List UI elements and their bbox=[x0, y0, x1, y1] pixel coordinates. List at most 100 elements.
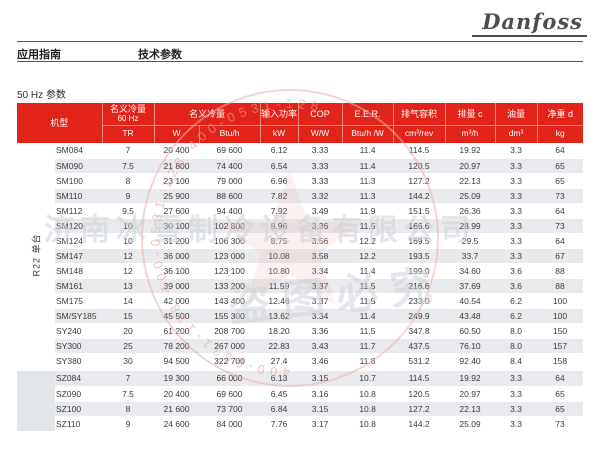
header-capacity-60hz: 名义冷量 60 Hz bbox=[101, 103, 155, 125]
value-cell: 10.8 bbox=[342, 386, 394, 402]
application-guide-label: 应用指南 bbox=[17, 49, 61, 61]
table-row: SM120 10 30 100 102 800 8.96 3.36 11.5 166.6 28.… bbox=[17, 218, 584, 234]
header-capacity: 名义冷量 bbox=[153, 103, 261, 125]
value-cell: 64 bbox=[537, 143, 584, 159]
header-cop: COP bbox=[297, 103, 343, 125]
value-cell: 39 000 bbox=[154, 278, 200, 294]
value-cell: 3.56 bbox=[298, 233, 343, 249]
model-cell: SZ084 bbox=[55, 371, 103, 387]
table-row: SM090 7.5 21 800 74 400 6.54 3.33 11.4 120.5 20.… bbox=[17, 158, 584, 174]
model-cell: SY240 bbox=[55, 323, 103, 339]
value-cell: 94 500 bbox=[154, 353, 200, 369]
value-cell: 65 bbox=[537, 401, 584, 417]
value-cell: 73 bbox=[537, 416, 584, 432]
table-row: SZ110 9 24 600 84 000 7.76 3.17 10.8 144.2 25.09… bbox=[17, 416, 584, 432]
group-label-sz bbox=[17, 371, 55, 432]
model-cell: SM/SY185 bbox=[55, 308, 103, 324]
value-cell: 67 bbox=[537, 248, 584, 264]
value-cell: 123 000 bbox=[199, 248, 261, 264]
value-cell: 120.5 bbox=[393, 158, 446, 174]
value-cell: 166.6 bbox=[393, 218, 446, 234]
value-cell: 28.99 bbox=[445, 218, 496, 234]
value-cell: 6.54 bbox=[260, 158, 299, 174]
table-row: SZ100 8 21 600 73 700 6.84 3.15 10.8 127.2 22.13… bbox=[17, 401, 584, 417]
model-cell: SM124 bbox=[55, 233, 103, 249]
table-row: SM/SY185 15 45 500 155 300 13.62 3.34 11.4 249.… bbox=[17, 308, 584, 324]
value-cell: 30 bbox=[102, 353, 155, 369]
section-title: 50 Hz 参数 bbox=[17, 90, 66, 101]
value-cell: 3.46 bbox=[298, 353, 343, 369]
value-cell: 64 bbox=[537, 203, 584, 219]
value-cell: 199.0 bbox=[393, 263, 446, 279]
value-cell: 3.15 bbox=[298, 401, 343, 417]
value-cell: 208 700 bbox=[199, 323, 261, 339]
value-cell: 3.43 bbox=[298, 338, 343, 354]
value-cell: 19.92 bbox=[445, 143, 496, 159]
value-cell: 100 bbox=[537, 308, 584, 324]
value-cell: 100 bbox=[537, 293, 584, 309]
value-cell: 6.45 bbox=[260, 386, 299, 402]
table-row: SY240 20 61 200 208 700 18.20 3.36 11.5 347.8 60… bbox=[17, 323, 584, 339]
value-cell: 106 300 bbox=[199, 233, 261, 249]
group-label-r22: R22 单台 bbox=[17, 143, 55, 369]
value-cell: 3.37 bbox=[298, 278, 343, 294]
value-cell: 65 bbox=[537, 158, 584, 174]
value-cell: 7.5 bbox=[102, 158, 155, 174]
value-cell: 7 bbox=[102, 143, 155, 159]
unit-m3h: m³/h bbox=[444, 124, 496, 143]
model-cell: SM147 bbox=[55, 248, 103, 264]
table-row: SY380 30 94 500 322 700 27.4 3.46 11.8 531.2 92.… bbox=[17, 353, 584, 369]
value-cell: 43.48 bbox=[445, 308, 496, 324]
value-cell: 13 bbox=[102, 278, 155, 294]
value-cell: 31 200 bbox=[154, 233, 200, 249]
model-cell: SM100 bbox=[55, 173, 103, 189]
value-cell: 88 bbox=[537, 263, 584, 279]
header-eer: E.E.R. bbox=[341, 103, 394, 125]
value-cell: 92.40 bbox=[445, 353, 496, 369]
model-cell: SZ100 bbox=[55, 401, 103, 417]
value-cell: 8.75 bbox=[260, 233, 299, 249]
value-cell: 60.50 bbox=[445, 323, 496, 339]
value-cell: 73 bbox=[537, 188, 584, 204]
value-cell: 151.5 bbox=[393, 203, 446, 219]
table-row: SM175 14 42 000 143 400 12.46 3.37 11.5 233.0 40… bbox=[17, 293, 584, 309]
header-displacement: 排气容积 bbox=[392, 103, 446, 125]
value-cell: 158 bbox=[537, 353, 584, 369]
value-cell: 61 200 bbox=[154, 323, 200, 339]
value-cell: 7.92 bbox=[260, 203, 299, 219]
value-cell: 10.8 bbox=[342, 401, 394, 417]
value-cell: 25 bbox=[102, 338, 155, 354]
value-cell: 7.82 bbox=[260, 188, 299, 204]
model-cell: SZ090 bbox=[55, 386, 103, 402]
value-cell: 25.09 bbox=[445, 188, 496, 204]
value-cell: 3.3 bbox=[495, 248, 538, 264]
value-cell: 9 bbox=[102, 188, 155, 204]
value-cell: 347.8 bbox=[393, 323, 446, 339]
value-cell: 27 600 bbox=[154, 203, 200, 219]
value-cell: 33.7 bbox=[445, 248, 496, 264]
value-cell: 3.3 bbox=[495, 158, 538, 174]
unit-w: W bbox=[153, 124, 200, 143]
unit-kg: kg bbox=[536, 124, 584, 143]
value-cell: 10.08 bbox=[260, 248, 299, 264]
value-cell: 3.3 bbox=[495, 416, 538, 432]
value-cell: 143 400 bbox=[199, 293, 261, 309]
model-cell: SY380 bbox=[55, 353, 103, 369]
value-cell: 23 100 bbox=[154, 173, 200, 189]
table-row: SM110 9 25 900 88 600 7.82 3.32 11.3 144.2 25.09… bbox=[17, 188, 584, 204]
value-cell: 11.3 bbox=[342, 188, 394, 204]
model-cell: SM110 bbox=[55, 188, 103, 204]
value-cell: 120.5 bbox=[393, 386, 446, 402]
value-cell: 10.7 bbox=[342, 371, 394, 387]
value-cell: 3.37 bbox=[298, 293, 343, 309]
value-cell: 249.9 bbox=[393, 308, 446, 324]
value-cell: 9.5 bbox=[102, 203, 155, 219]
value-cell: 11.5 bbox=[342, 323, 394, 339]
value-cell: 12.2 bbox=[342, 233, 394, 249]
value-cell: 3.3 bbox=[495, 203, 538, 219]
value-cell: 11.4 bbox=[342, 263, 394, 279]
value-cell: 24 600 bbox=[154, 416, 200, 432]
table-row: SM124 10 31 200 106 300 8.75 3.56 12.2 169.5 29.… bbox=[17, 233, 584, 249]
value-cell: 14 bbox=[102, 293, 155, 309]
model-cell: SM084 bbox=[55, 143, 103, 159]
